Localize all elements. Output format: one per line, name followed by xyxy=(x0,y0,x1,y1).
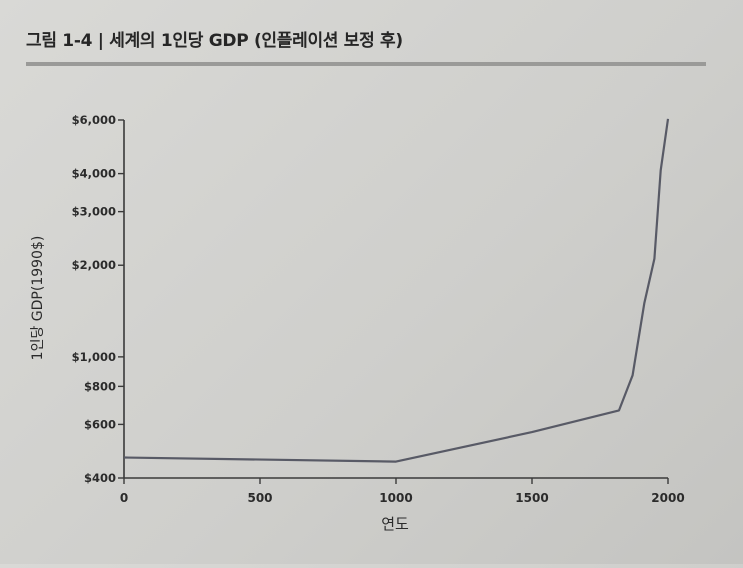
x-tick-label: 0 xyxy=(120,491,128,505)
y-axis-label: 1인당 GDP(1990$) xyxy=(30,236,46,361)
y-ticks: $400 $600 $800 $1,000 $2,000 $3,000 $4,000 $6,0… xyxy=(72,113,124,485)
title-divider xyxy=(26,62,706,66)
y-tick-label: $400 xyxy=(84,471,116,485)
y-tick-label: $3,000 xyxy=(72,205,116,219)
y-tick-label: $800 xyxy=(84,379,116,393)
axes xyxy=(123,120,668,479)
y-tick-label: $600 xyxy=(84,417,116,431)
x-tick-label: 2000 xyxy=(651,491,684,505)
series-group xyxy=(123,118,670,463)
y-tick-label: $1,000 xyxy=(72,350,116,364)
x-tick-label: 1000 xyxy=(379,491,412,505)
y-tick-label: $6,000 xyxy=(72,113,116,127)
x-tick-label: 1500 xyxy=(515,491,548,505)
x-tick-label: 500 xyxy=(247,491,272,505)
y-tick-label: $4,000 xyxy=(72,167,116,181)
figure-title: 그림 1-4 | 세계의 1인당 GDP (인플레이션 보정 후) xyxy=(26,31,403,51)
y-tick-label: $2,000 xyxy=(72,258,116,272)
series-line xyxy=(123,118,670,463)
x-ticks: 0 500 1000 1500 2000 xyxy=(120,478,685,505)
x-axis-label: 연도 xyxy=(381,515,409,533)
